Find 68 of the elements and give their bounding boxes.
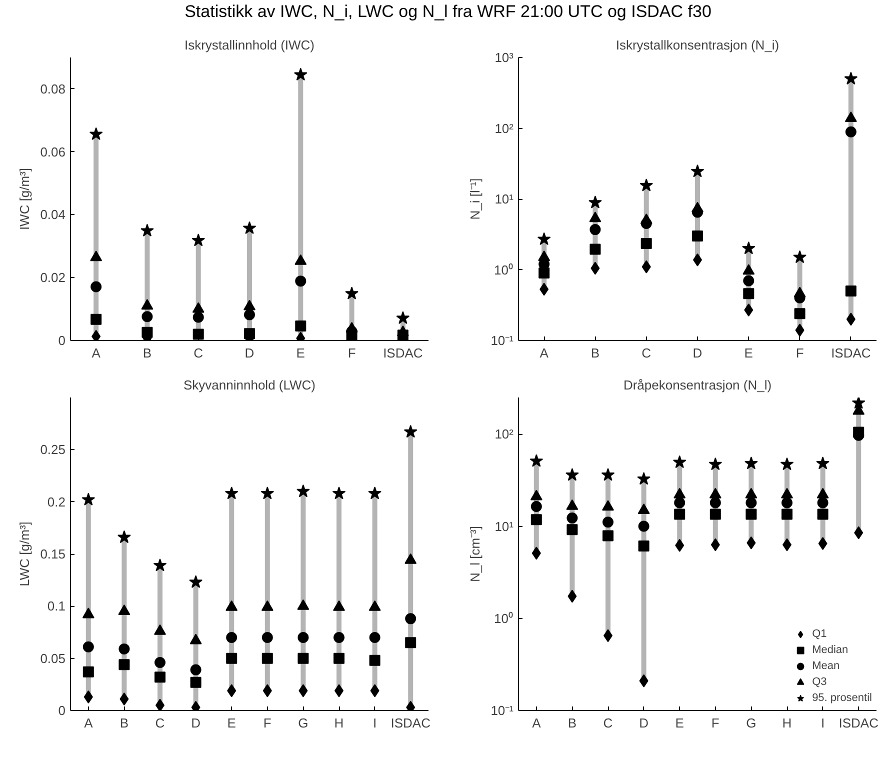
y-tick-label: 10³ (494, 50, 514, 65)
chart-title: Skyvanninnhold (LWC) (184, 378, 316, 392)
x-tick-label: I (372, 716, 377, 730)
y-tick-label: 0.04 (40, 207, 66, 222)
y-axis-title: N_l [cm⁻³] (468, 526, 483, 582)
y-tick-label: 0.08 (40, 81, 66, 96)
x-tick-label: B (142, 346, 152, 360)
x-tick-label: A (84, 716, 94, 730)
x-tick-label: C (642, 346, 652, 360)
x-tick-label: C (155, 716, 165, 730)
x-tick-label: E (296, 346, 306, 360)
x-tick-label: C (194, 346, 204, 360)
x-tick-label: B (590, 346, 600, 360)
x-tick-label: ISDAC (831, 346, 871, 360)
y-tick-label: 10⁻¹ (490, 333, 514, 348)
x-tick-label: I (820, 716, 825, 730)
x-tick-label: F (711, 716, 720, 730)
legend-label: Median (812, 643, 848, 658)
x-tick-label: ISDAC (390, 716, 430, 730)
y-tick-label: 10⁰ (494, 262, 514, 278)
y-tick-label: 0.05 (40, 650, 66, 666)
x-tick-label: E (675, 716, 684, 730)
x-tick-label: F (263, 716, 272, 730)
x-tick-label: H (334, 716, 344, 730)
legend-label: 95. prosentil (812, 691, 872, 706)
legend-label: Q1 (812, 627, 828, 642)
chart-title: Iskrystallinnhold (IWC) (184, 38, 315, 52)
x-tick-label: A (540, 346, 549, 360)
y-tick-label: 10¹ (494, 518, 514, 534)
y-tick-label: 0.1 (47, 598, 66, 614)
x-tick-label: G (746, 716, 756, 730)
y-axis-title: N_i [l⁻¹] (468, 178, 483, 220)
y-tick-label: 10² (494, 426, 514, 442)
x-tick-label: D (244, 346, 254, 360)
x-tick-label: F (348, 346, 356, 360)
x-tick-label: D (639, 716, 648, 730)
x-tick-label: A (532, 716, 542, 730)
x-tick-label: ISDAC (838, 716, 878, 730)
legend-label: Q3 (812, 675, 828, 690)
y-axis-title: IWC [g/m³] (17, 168, 32, 230)
x-tick-label: ISDAC (383, 346, 423, 360)
y-tick-label: 0.06 (40, 144, 66, 160)
x-tick-label: E (744, 346, 754, 360)
chart-title: Iskrystallkonsentrasjon (N_i) (616, 38, 780, 52)
y-tick-label: 10⁻¹ (490, 703, 514, 718)
text: Statistikk av IWC, N_i, LWC og N_l fra WRF 21:00 UTC og ISDAC f30 (184, 1, 712, 23)
x-tick-label: B (120, 716, 129, 730)
y-tick-label: 10⁰ (494, 610, 514, 626)
x-tick-label: A (92, 346, 101, 360)
y-axis-title: LWC [g/m³] (17, 522, 32, 586)
x-tick-label: H (782, 716, 792, 730)
x-tick-label: F (796, 346, 804, 360)
y-tick-label: 0 (58, 703, 66, 718)
y-tick-label: 0.02 (40, 270, 66, 286)
x-tick-label: G (298, 716, 308, 730)
legend-label: Mean (812, 659, 840, 674)
y-tick-label: 0.25 (40, 442, 66, 458)
x-tick-label: D (692, 346, 702, 360)
y-tick-label: 0.15 (40, 546, 66, 562)
y-tick-label: 0 (58, 333, 66, 348)
y-tick-label: 10¹ (494, 192, 514, 206)
y-tick-label: 0.2 (47, 494, 66, 510)
x-tick-label: C (603, 716, 613, 730)
chart-title: Dråpekonsentrasjon (N_l) (623, 378, 772, 392)
x-tick-label: B (568, 716, 577, 730)
x-tick-label: E (227, 716, 236, 730)
y-tick-label: 10² (494, 120, 514, 136)
x-tick-label: D (191, 716, 200, 730)
